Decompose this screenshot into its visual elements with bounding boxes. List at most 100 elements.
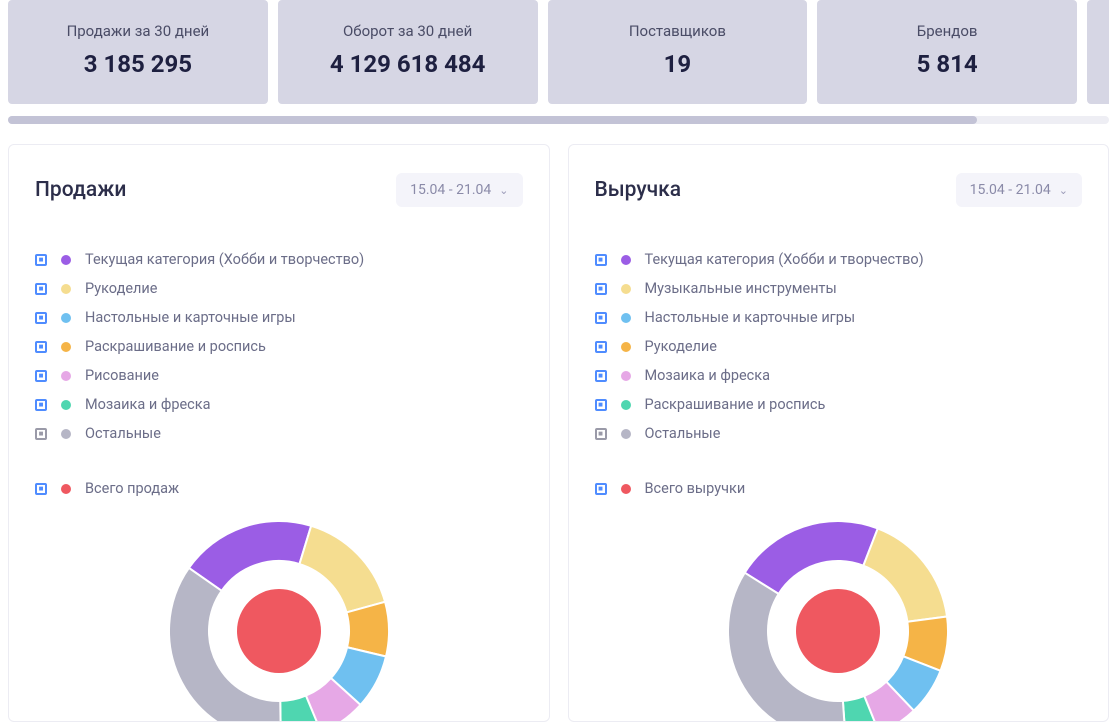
legend-color-dot	[621, 400, 631, 410]
stat-label: Оборот за 30 дней	[290, 22, 526, 40]
legend-color-dot	[621, 342, 631, 352]
stats-row: Продажи за 30 дней 3 185 295 Оборот за 3…	[0, 0, 1117, 104]
stat-label: Брендов	[829, 22, 1065, 40]
checkbox-icon[interactable]: ■	[35, 399, 47, 411]
legend-item[interactable]: ■ Остальные	[595, 425, 1083, 442]
legend-label: Раскрашивание и роспись	[645, 396, 826, 413]
legend-item[interactable]: ■ Мозаика и фреска	[35, 396, 523, 413]
legend-label: Музыкальные инструменты	[645, 280, 837, 297]
legend-item[interactable]: ■ Текущая категория (Хобби и творчество)	[595, 251, 1083, 268]
panel-title: Выручка	[595, 178, 682, 202]
stat-value: 4 129 618 484	[290, 50, 526, 78]
legend-color-dot	[61, 371, 71, 381]
stat-card-turnover: Оборот за 30 дней 4 129 618 484	[278, 0, 538, 104]
donut-center	[237, 589, 321, 673]
horizontal-scrollbar[interactable]	[8, 116, 1109, 124]
panel-revenue: Выручка 15.04 - 21.04 ⌄ ■ Текущая категор…	[568, 144, 1110, 722]
legend-item-total[interactable]: ■Всего выручки	[595, 480, 1083, 497]
stat-value: 5 814	[829, 50, 1065, 78]
legend-color-dot	[61, 313, 71, 323]
chart-panels: Продажи 15.04 - 21.04 ⌄ ■ Текущая категор…	[0, 144, 1117, 722]
checkbox-icon[interactable]: ■	[35, 283, 47, 295]
legend-color-dot	[621, 313, 631, 323]
legend-label: Мозаика и фреска	[85, 396, 211, 413]
donut-slice[interactable]	[299, 526, 385, 613]
legend-color-dot	[621, 255, 631, 265]
legend-color-dot	[61, 400, 71, 410]
legend-label: Всего продаж	[85, 480, 179, 497]
legend-label: Настольные и карточные игры	[85, 309, 296, 326]
date-range-label: 15.04 - 21.04	[970, 182, 1051, 198]
stat-card-suppliers: Поставщиков 19	[548, 0, 808, 104]
legend-item[interactable]: ■ Мозаика и фреска	[595, 367, 1083, 384]
checkbox-icon[interactable]: ■	[595, 370, 607, 382]
donut-chart-revenue	[595, 511, 1083, 721]
legend-item-total[interactable]: ■ Всего продаж	[35, 480, 523, 497]
stat-card-partial	[1087, 0, 1109, 104]
checkbox-icon[interactable]: ■	[35, 341, 47, 353]
legend-label: Текущая категория (Хобби и творчество)	[645, 251, 924, 268]
legend-item[interactable]: ■ Текущая категория (Хобби и творчество)	[35, 251, 523, 268]
checkbox-icon[interactable]: ■	[35, 254, 47, 266]
legend-label: Остальные	[645, 425, 721, 442]
checkbox-icon[interactable]: ■	[595, 483, 607, 495]
legend-item[interactable]: ■ Раскрашивание и роспись	[35, 338, 523, 355]
checkbox-icon[interactable]: ■	[595, 312, 607, 324]
date-range-label: 15.04 - 21.04	[410, 182, 491, 198]
panel-title: Продажи	[35, 178, 126, 202]
legend-label: Рукоделие	[85, 280, 157, 297]
panel-sales: Продажи 15.04 - 21.04 ⌄ ■ Текущая категор…	[8, 144, 550, 722]
chevron-down-icon: ⌄	[499, 184, 508, 197]
legend-label: Остальные	[85, 425, 161, 442]
legend-item[interactable]: ■ Музыкальные инструменты	[595, 280, 1083, 297]
checkbox-icon[interactable]: ■	[595, 254, 607, 266]
legend-label: Рукоделие	[645, 338, 717, 355]
legend-label: Рисование	[85, 367, 159, 384]
chevron-down-icon: ⌄	[1059, 184, 1068, 197]
checkbox-icon[interactable]: ■	[595, 428, 607, 440]
checkbox-icon[interactable]: ■	[35, 370, 47, 382]
stat-label: Продажи за 30 дней	[20, 22, 256, 40]
legend-color-dot	[61, 342, 71, 352]
legend-list-revenue: ■Текущая категория (Хобби и творчество)■…	[595, 251, 1083, 497]
checkbox-icon[interactable]: ■	[595, 341, 607, 353]
legend-label: Мозаика и фреска	[645, 367, 771, 384]
donut-slice[interactable]	[745, 521, 878, 594]
legend-color-dot	[61, 255, 71, 265]
checkbox-icon[interactable]: ■	[595, 399, 607, 411]
checkbox-icon[interactable]: ■	[35, 312, 47, 324]
legend-item[interactable]: ■ Раскрашивание и роспись	[595, 396, 1083, 413]
legend-label: Раскрашивание и роспись	[85, 338, 266, 355]
legend-item[interactable]: ■ Настольные и карточные игры	[35, 309, 523, 326]
legend-item[interactable]: ■ Рукоделие	[595, 338, 1083, 355]
legend-item[interactable]: ■ Рисование	[35, 367, 523, 384]
checkbox-icon[interactable]: ■	[35, 428, 47, 440]
donut-slice[interactable]	[864, 528, 948, 621]
legend-color-dot	[61, 429, 71, 439]
legend-color-dot	[621, 429, 631, 439]
donut-center	[796, 589, 880, 673]
legend-list-sales: ■Текущая категория (Хобби и творчество)■…	[35, 251, 523, 497]
panel-header: Продажи 15.04 - 21.04 ⌄	[35, 173, 523, 207]
legend-label: Настольные и карточные игры	[645, 309, 856, 326]
stat-label: Поставщиков	[560, 22, 796, 40]
legend-color-dot	[61, 284, 71, 294]
stat-value: 19	[560, 50, 796, 78]
donut-chart-sales	[35, 511, 523, 721]
scrollbar-thumb[interactable]	[8, 116, 977, 124]
stat-value: 3 185 295	[20, 50, 256, 78]
legend-color-dot	[61, 484, 71, 494]
legend-color-dot	[621, 371, 631, 381]
stat-card-brands: Брендов 5 814	[817, 0, 1077, 104]
date-range-picker[interactable]: 15.04 - 21.04 ⌄	[956, 173, 1082, 207]
checkbox-icon[interactable]: ■	[35, 483, 47, 495]
legend-item[interactable]: ■ Остальные	[35, 425, 523, 442]
checkbox-icon[interactable]: ■	[595, 283, 607, 295]
date-range-picker[interactable]: 15.04 - 21.04 ⌄	[396, 173, 522, 207]
legend-item[interactable]: ■ Рукоделие	[35, 280, 523, 297]
legend-item[interactable]: ■ Настольные и карточные игры	[595, 309, 1083, 326]
legend-color-dot	[621, 284, 631, 294]
legend-label: Текущая категория (Хобби и творчество)	[85, 251, 364, 268]
legend-color-dot	[621, 484, 631, 494]
panel-header: Выручка 15.04 - 21.04 ⌄	[595, 173, 1083, 207]
